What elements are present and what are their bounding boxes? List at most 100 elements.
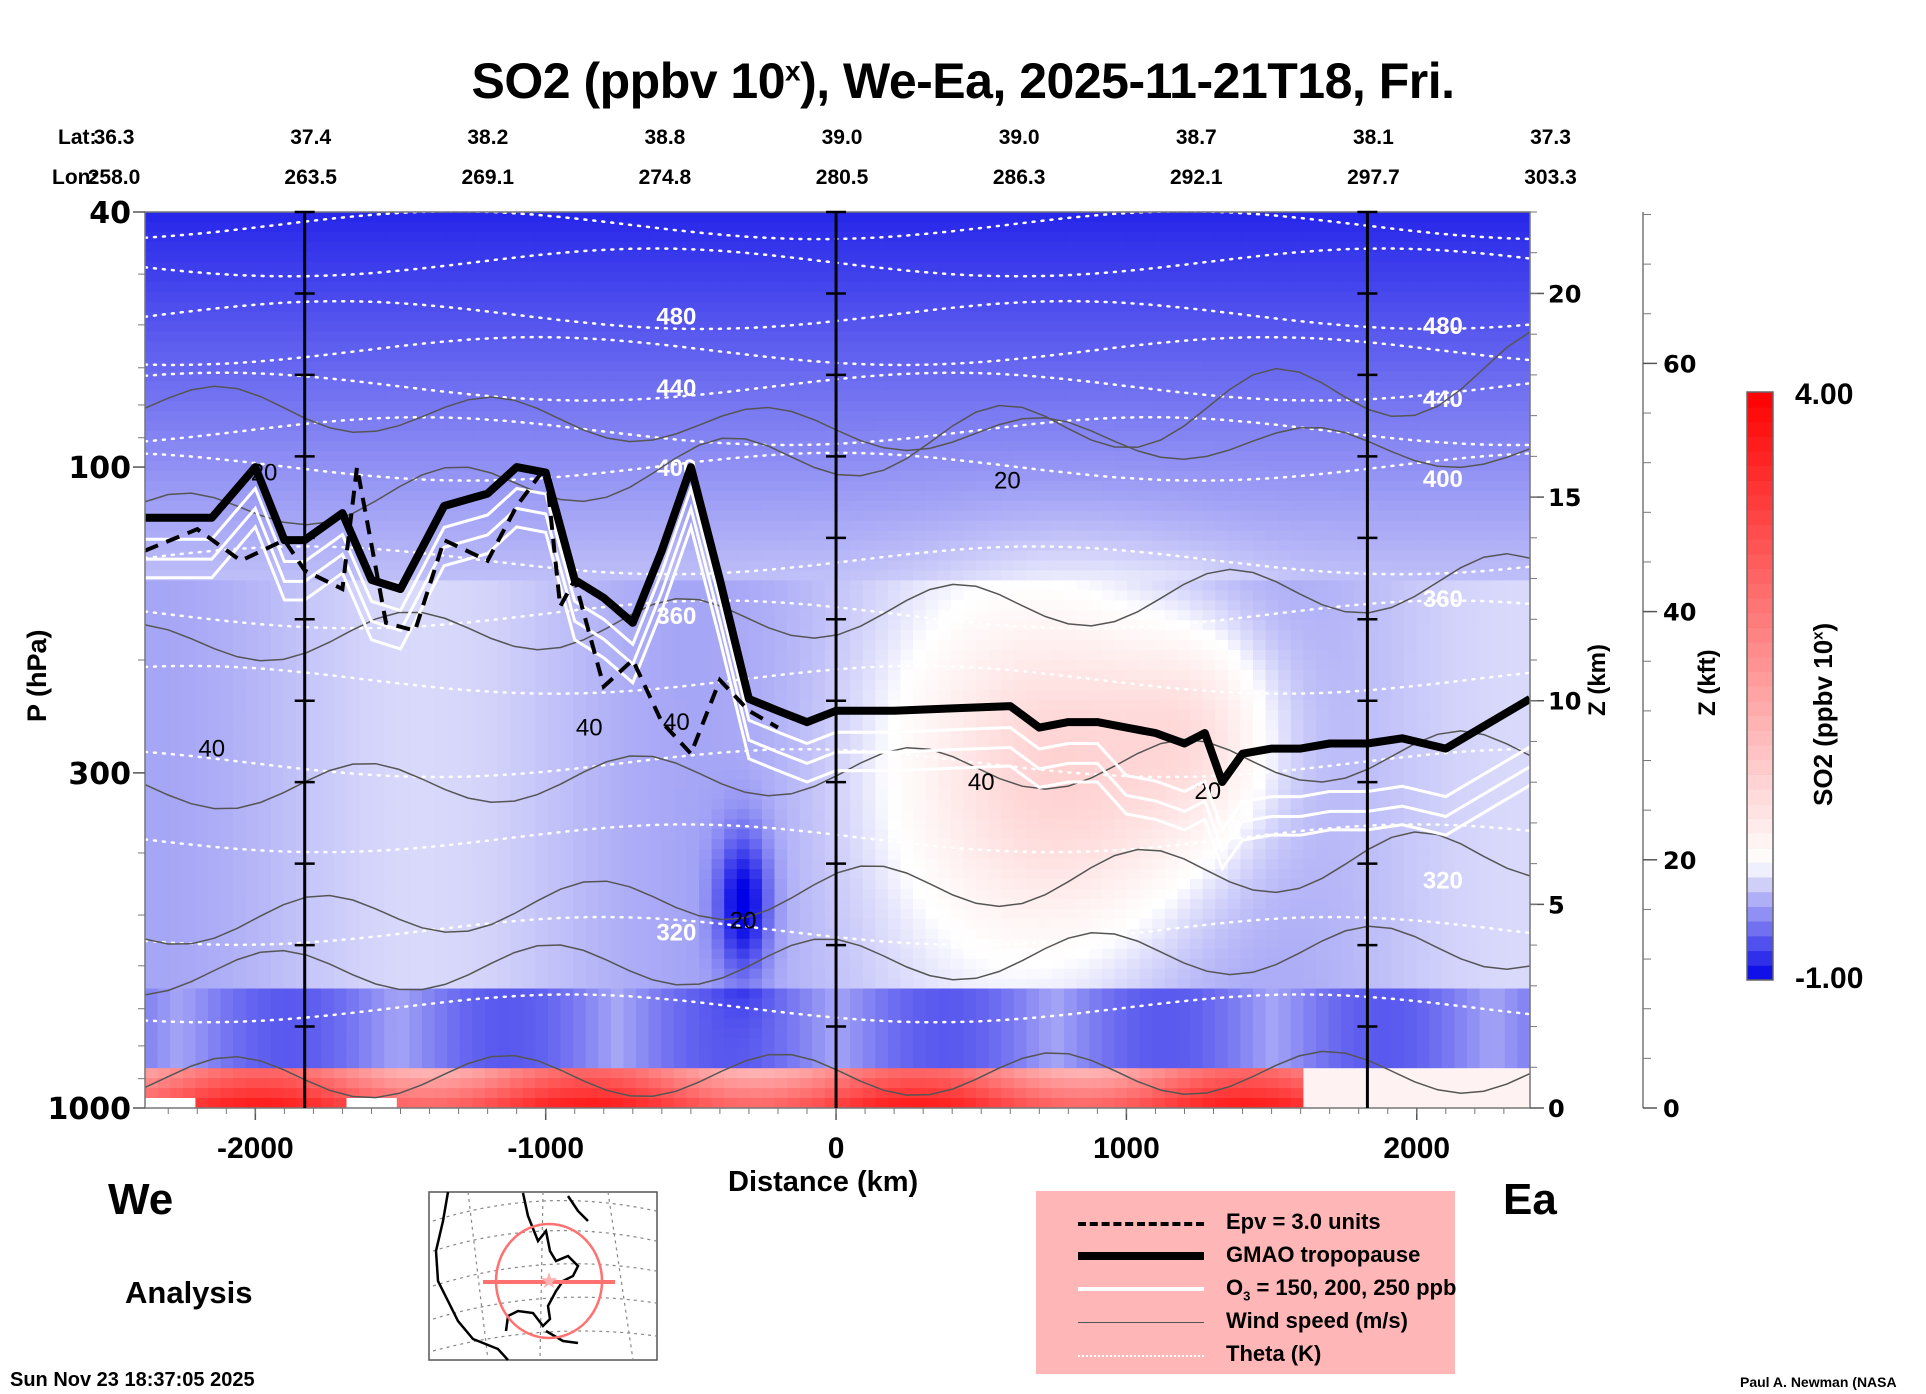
field-cell [384, 898, 398, 910]
field-cell [270, 251, 285, 263]
field-cell [774, 839, 788, 850]
field-cell [409, 291, 423, 303]
field-cell [787, 670, 801, 681]
field-cell [535, 928, 549, 940]
field-cell [384, 749, 398, 761]
field-cell [409, 908, 423, 920]
field-cell [359, 879, 373, 890]
field-cell [182, 889, 196, 900]
field-cell [497, 510, 511, 522]
field-cell [245, 281, 259, 293]
field-cell [371, 560, 385, 571]
field-cell [472, 1058, 486, 1069]
field-cell [774, 859, 788, 870]
field-cell [774, 371, 788, 382]
field-cell [447, 679, 461, 691]
field-cell [459, 1068, 473, 1079]
field-cell [182, 271, 196, 283]
field-cell [384, 311, 398, 323]
field-cell [787, 550, 801, 562]
field-cell [208, 480, 222, 492]
field-cell [686, 769, 700, 781]
field-cell [724, 331, 738, 343]
field-cell [799, 948, 813, 960]
field-cell [824, 331, 839, 343]
field-cell [321, 331, 335, 343]
field-cell [485, 460, 499, 472]
field-cell [749, 998, 763, 1010]
field-cell [485, 341, 499, 352]
field-cell [824, 540, 839, 552]
field-cell [598, 321, 612, 333]
field-cell [447, 351, 461, 362]
field-cell [661, 640, 675, 651]
field-cell [170, 421, 184, 432]
field-cell [308, 222, 322, 233]
field-cell [724, 470, 738, 482]
field-cell [258, 958, 272, 970]
field-cell [346, 779, 360, 791]
field-cell [573, 1028, 587, 1039]
field-cell [699, 898, 713, 910]
field-cell [736, 739, 750, 751]
field-cell [547, 630, 562, 641]
field-cell [799, 331, 813, 343]
field-cell [673, 879, 687, 890]
field-cell [472, 789, 486, 800]
field-cell [560, 291, 574, 303]
field-cell [258, 1038, 272, 1049]
field-cell [497, 222, 511, 233]
field-cell [371, 411, 385, 422]
field-cell [636, 1078, 650, 1089]
field-cell [497, 281, 511, 293]
field-cell [560, 918, 574, 930]
field-cell [787, 739, 801, 751]
field-cell [673, 411, 687, 422]
field-cell [145, 431, 159, 442]
field-cell [535, 809, 549, 820]
field-cell [485, 889, 499, 900]
field-cell [447, 699, 461, 711]
field-cell [396, 769, 410, 781]
field-cell [283, 222, 297, 233]
field-cell [636, 520, 650, 532]
field-cell [321, 749, 335, 761]
field-cell [736, 480, 750, 492]
field-cell [736, 938, 750, 950]
field-cell [208, 431, 222, 442]
field-cell [333, 908, 348, 920]
field-cell [812, 361, 826, 372]
field-cell [824, 689, 839, 701]
field-cell [371, 889, 385, 900]
field-cell [233, 670, 247, 681]
field-cell [535, 620, 549, 631]
field-cell [409, 510, 423, 522]
field-cell [270, 978, 285, 990]
field-cell [472, 1028, 486, 1039]
field-cell [673, 341, 687, 352]
field-cell [837, 321, 851, 333]
field-cell [459, 620, 473, 631]
field-cell [447, 660, 461, 671]
field-cell [522, 779, 536, 791]
field-cell [522, 650, 536, 661]
field-cell [812, 480, 826, 492]
field-cell [195, 261, 209, 273]
field-cell [195, 799, 209, 810]
field-cell [598, 719, 612, 731]
field-cell [661, 361, 675, 372]
field-cell [610, 998, 625, 1010]
field-cell [724, 749, 738, 761]
field-cell [560, 1048, 574, 1059]
field-cell [573, 381, 587, 392]
field-cell [283, 480, 297, 492]
field-cell [145, 759, 159, 771]
field-cell [535, 291, 549, 303]
field-cell [333, 460, 348, 472]
field-cell [434, 839, 448, 850]
field-cell [485, 819, 499, 830]
field-cell [371, 520, 385, 532]
field-cell [724, 898, 738, 910]
field-cell [346, 560, 360, 571]
field-cell [333, 261, 348, 273]
